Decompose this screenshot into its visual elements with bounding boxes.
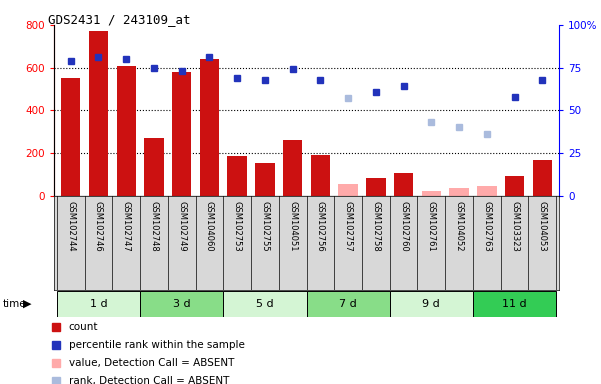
- Text: GDS2431 / 243109_at: GDS2431 / 243109_at: [48, 13, 191, 26]
- Text: GSM104051: GSM104051: [288, 200, 297, 251]
- Text: count: count: [69, 321, 98, 331]
- Bar: [61, 78, 81, 196]
- Bar: [473, 291, 556, 317]
- Bar: [144, 138, 163, 196]
- Bar: [283, 140, 302, 196]
- Bar: [140, 291, 224, 317]
- Text: GSM102756: GSM102756: [316, 200, 325, 251]
- Text: GSM102763: GSM102763: [483, 200, 491, 252]
- Text: GSM104060: GSM104060: [205, 200, 214, 251]
- Bar: [172, 72, 191, 196]
- Bar: [307, 291, 389, 317]
- Bar: [366, 178, 386, 196]
- Bar: [477, 186, 496, 196]
- Text: GSM102748: GSM102748: [150, 200, 159, 251]
- Bar: [450, 189, 469, 196]
- Text: GSM102747: GSM102747: [122, 200, 130, 251]
- Text: GSM104053: GSM104053: [538, 200, 547, 251]
- Text: GSM102757: GSM102757: [344, 200, 353, 251]
- Bar: [422, 190, 441, 196]
- Text: percentile rank within the sample: percentile rank within the sample: [69, 340, 245, 350]
- Bar: [389, 291, 473, 317]
- Text: ▶: ▶: [23, 299, 31, 309]
- Text: 11 d: 11 d: [502, 299, 527, 309]
- Text: GSM102746: GSM102746: [94, 200, 103, 251]
- Bar: [89, 31, 108, 196]
- Text: 1 d: 1 d: [90, 299, 108, 309]
- Bar: [227, 156, 247, 196]
- Bar: [532, 159, 552, 196]
- Bar: [224, 291, 307, 317]
- Bar: [338, 184, 358, 196]
- Text: 3 d: 3 d: [173, 299, 191, 309]
- Text: rank, Detection Call = ABSENT: rank, Detection Call = ABSENT: [69, 376, 229, 384]
- Text: GSM102744: GSM102744: [66, 200, 75, 251]
- Bar: [311, 155, 330, 196]
- Text: value, Detection Call = ABSENT: value, Detection Call = ABSENT: [69, 358, 234, 368]
- Bar: [117, 66, 136, 196]
- Text: 7 d: 7 d: [339, 299, 357, 309]
- Bar: [200, 59, 219, 196]
- Bar: [394, 174, 413, 196]
- Text: GSM102758: GSM102758: [371, 200, 380, 251]
- Text: GSM102761: GSM102761: [427, 200, 436, 251]
- Bar: [57, 291, 140, 317]
- Text: GSM102753: GSM102753: [233, 200, 242, 251]
- Text: 5 d: 5 d: [256, 299, 273, 309]
- Bar: [505, 175, 524, 196]
- Text: 9 d: 9 d: [423, 299, 440, 309]
- Text: GSM103323: GSM103323: [510, 200, 519, 252]
- Text: time: time: [3, 299, 26, 309]
- Text: GSM102749: GSM102749: [177, 200, 186, 251]
- Text: GSM102755: GSM102755: [260, 200, 269, 251]
- Bar: [255, 163, 275, 196]
- Text: GSM104052: GSM104052: [454, 200, 463, 251]
- Text: GSM102760: GSM102760: [399, 200, 408, 251]
